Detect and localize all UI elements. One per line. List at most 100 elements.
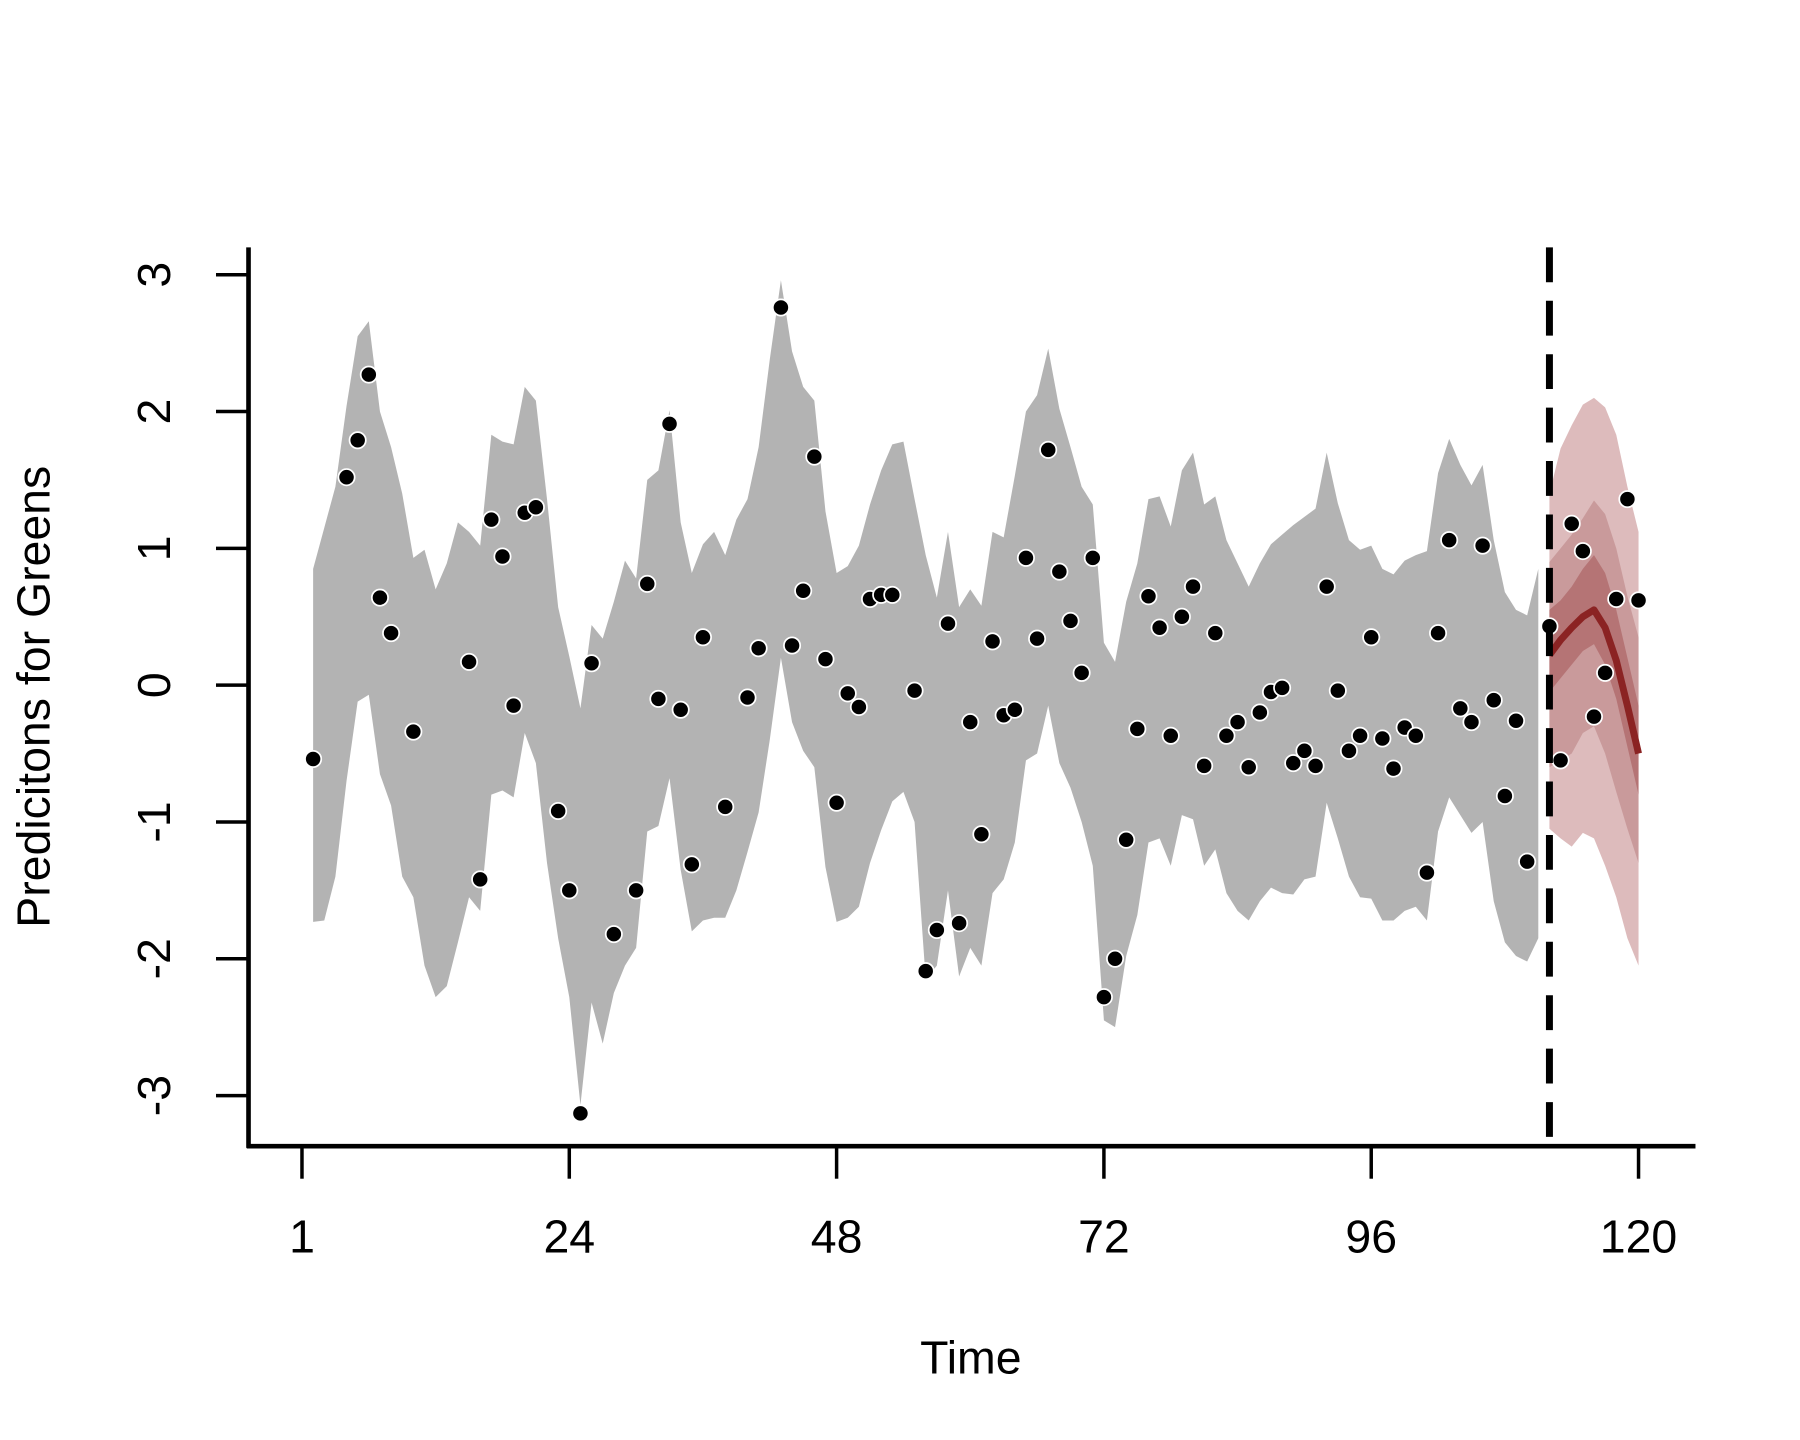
data-point xyxy=(1295,741,1314,760)
y-tick-label: 2 xyxy=(128,399,180,425)
data-point xyxy=(1584,707,1603,726)
data-point xyxy=(1406,726,1425,745)
data-point xyxy=(693,628,712,647)
data-point xyxy=(905,681,924,700)
data-point xyxy=(1317,577,1336,596)
data-point xyxy=(1373,729,1392,748)
data-point xyxy=(1328,681,1347,700)
data-point xyxy=(1462,713,1481,732)
data-point xyxy=(1117,830,1136,849)
data-point xyxy=(1217,726,1236,745)
data-point xyxy=(404,722,423,741)
data-point xyxy=(771,298,790,317)
data-point xyxy=(671,700,690,719)
data-point xyxy=(983,632,1002,651)
data-point xyxy=(738,688,757,707)
data-point xyxy=(1629,591,1648,610)
data-point xyxy=(1440,531,1459,550)
data-point xyxy=(1184,577,1203,596)
data-point xyxy=(1596,663,1615,682)
data-point xyxy=(1362,628,1381,647)
data-point xyxy=(460,652,479,671)
data-point xyxy=(938,614,957,633)
data-point xyxy=(1050,562,1069,581)
data-point xyxy=(1239,758,1258,777)
data-point xyxy=(1250,703,1269,722)
data-point xyxy=(849,698,868,717)
data-point xyxy=(337,468,356,487)
data-point xyxy=(1306,756,1325,775)
data-point xyxy=(783,636,802,655)
data-point xyxy=(649,689,668,708)
data-point xyxy=(838,684,857,703)
data-point xyxy=(1573,542,1592,561)
data-point xyxy=(961,713,980,732)
data-point xyxy=(1284,754,1303,773)
uncertainty-band xyxy=(313,280,1539,1106)
data-point xyxy=(1384,759,1403,778)
data-point xyxy=(883,585,902,604)
data-point xyxy=(1083,548,1102,567)
data-point xyxy=(1495,786,1514,805)
data-point xyxy=(471,870,490,889)
data-point xyxy=(1150,618,1169,637)
data-point xyxy=(638,574,657,593)
data-point xyxy=(1473,536,1492,555)
data-point xyxy=(1607,589,1626,608)
data-point xyxy=(1061,611,1080,630)
data-point xyxy=(805,447,824,466)
data-point xyxy=(1351,726,1370,745)
data-point xyxy=(571,1104,590,1123)
data-point xyxy=(604,925,623,944)
data-point xyxy=(972,825,991,844)
y-axis-title: Predicitons for Greens xyxy=(7,466,59,928)
x-tick-label: 120 xyxy=(1600,1211,1677,1263)
data-point xyxy=(1016,548,1035,567)
data-point xyxy=(560,881,579,900)
data-point xyxy=(927,921,946,940)
data-point xyxy=(1451,699,1470,718)
data-point xyxy=(370,588,389,607)
data-point xyxy=(359,365,378,384)
x-tick-label: 24 xyxy=(543,1211,595,1263)
data-point xyxy=(549,802,568,821)
data-point xyxy=(794,581,813,600)
data-point xyxy=(1429,624,1448,643)
data-point xyxy=(1106,949,1125,968)
y-tick-label: 0 xyxy=(128,672,180,698)
data-point xyxy=(1172,607,1191,626)
data-point xyxy=(493,547,512,566)
data-point xyxy=(1228,713,1247,732)
data-point xyxy=(1507,711,1526,730)
forecast-median xyxy=(1546,606,1642,755)
data-point xyxy=(749,639,768,658)
data-point xyxy=(1618,490,1637,509)
x-tick-label: 1 xyxy=(289,1211,315,1263)
data-point xyxy=(816,650,835,669)
y-tick-label: -2 xyxy=(128,938,180,979)
data-point xyxy=(504,696,523,715)
data-point xyxy=(627,881,646,900)
data-point xyxy=(1206,624,1225,643)
data-point xyxy=(1562,514,1581,533)
data-point xyxy=(1195,756,1214,775)
data-point xyxy=(1039,440,1058,459)
data-point xyxy=(304,750,323,769)
data-point xyxy=(1551,751,1570,770)
data-point xyxy=(950,914,969,933)
data-point xyxy=(916,962,935,981)
data-point xyxy=(827,793,846,812)
y-tick-label: 1 xyxy=(128,535,180,561)
data-point xyxy=(1028,629,1047,648)
y-tick-label: -3 xyxy=(128,1075,180,1116)
data-point xyxy=(1417,863,1436,882)
x-tick-label: 72 xyxy=(1078,1211,1130,1263)
y-tick-label: -1 xyxy=(128,801,180,842)
data-point xyxy=(1484,691,1503,710)
data-point xyxy=(660,414,679,433)
x-tick-label: 96 xyxy=(1345,1211,1397,1263)
data-point xyxy=(482,510,501,529)
data-point xyxy=(682,855,701,874)
data-point xyxy=(1339,741,1358,760)
